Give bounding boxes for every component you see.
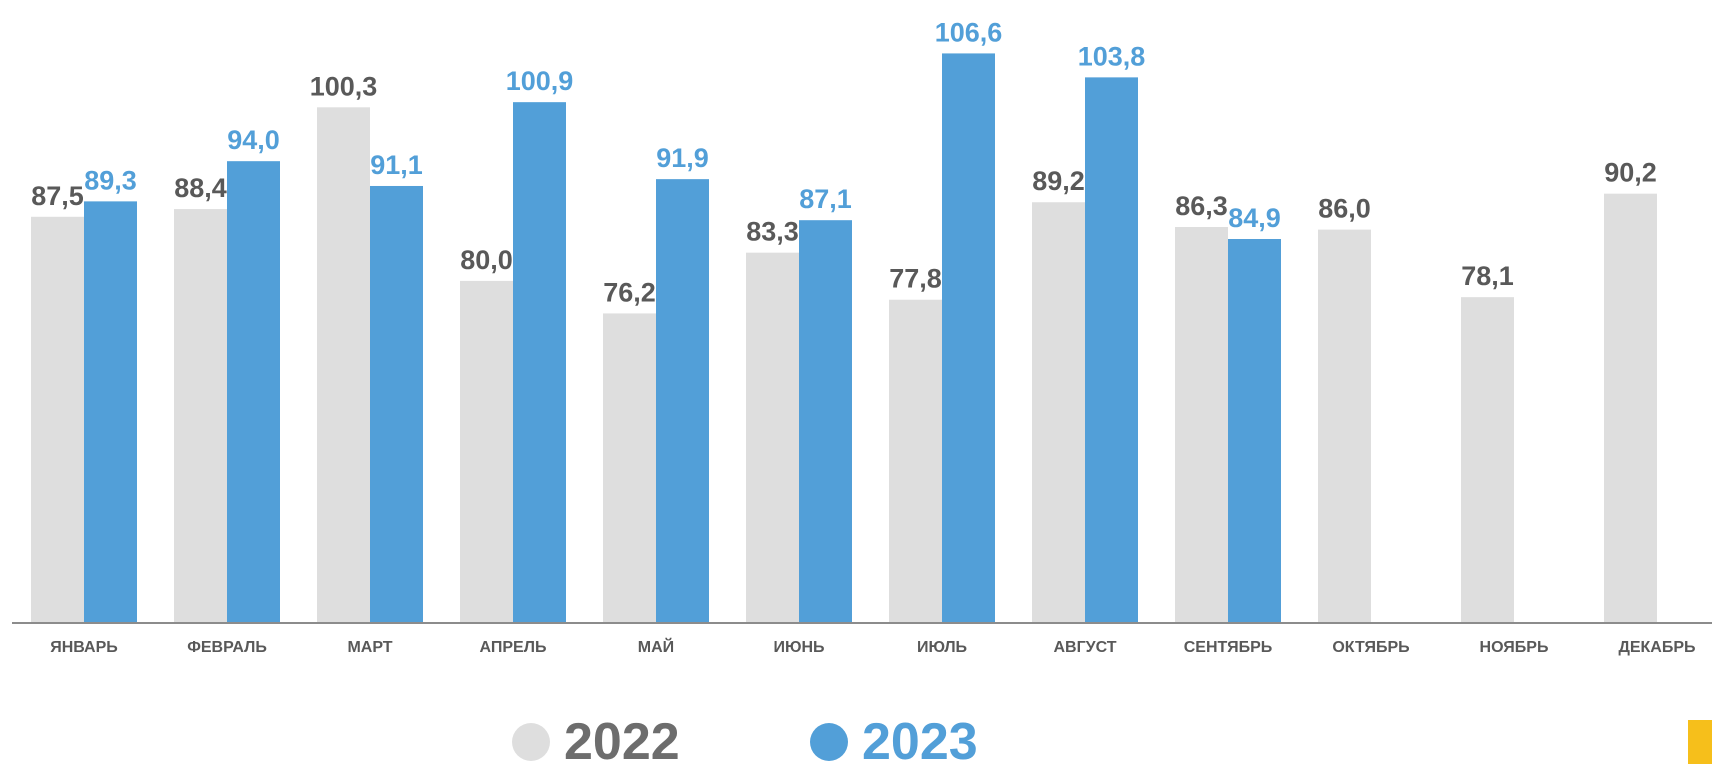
legend-2023: 2023 <box>810 712 978 772</box>
value-label-2022-2: 88,4 <box>174 173 227 203</box>
category-label-5: МАЙ <box>638 637 674 656</box>
category-label-11: НОЯБРЬ <box>1480 639 1549 656</box>
bar-2022-12 <box>1604 193 1657 623</box>
category-label-9: СЕНТЯБРЬ <box>1184 639 1273 656</box>
value-label-2022-4: 80,0 <box>460 245 513 275</box>
bar-chart: 87,589,3 88,494,0 100,3 91,1 80,0 100,9 76,2 91… <box>12 17 1712 656</box>
corner-accent-block <box>1688 720 1712 764</box>
legend-2022-label: 2022 <box>564 713 680 771</box>
bar-2022-10 <box>1318 229 1371 623</box>
bar-2022-3 <box>317 107 370 624</box>
bar-2023-6 <box>799 220 852 623</box>
value-label-2023-6: 87,1 <box>799 184 852 214</box>
value-labels-group: 87,589,3 88,494,0 100,3 91,1 80,0 100,9 76,2 91… <box>31 17 1657 307</box>
value-label-2022-11: 78,1 <box>1461 261 1514 291</box>
value-label-2023-8: 103,8 <box>1078 41 1146 71</box>
bar-2023-3 <box>370 185 423 623</box>
category-label-7: ИЮЛЬ <box>917 639 967 656</box>
category-label-3: МАРТ <box>347 639 392 656</box>
bar-2022-4 <box>460 280 513 623</box>
value-label-2022-7: 77,8 <box>889 264 942 294</box>
bar-2023-2 <box>227 161 280 623</box>
bar-2022-2 <box>174 209 227 623</box>
category-label-10: ОКТЯБРЬ <box>1332 639 1409 656</box>
value-label-2023-1: 89,3 <box>84 165 137 195</box>
bar-2022-9 <box>1175 227 1228 623</box>
bar-2022-7 <box>889 299 942 623</box>
bar-2023-5 <box>656 179 709 624</box>
value-label-2022-1: 87,5 <box>31 181 84 211</box>
bar-2022-5 <box>603 313 656 623</box>
category-label-4: АПРЕЛЬ <box>480 639 547 656</box>
legend-2023-marker <box>810 723 848 761</box>
bars-group <box>31 53 1657 624</box>
category-label-12: ДЕКАБРЬ <box>1618 639 1695 656</box>
bar-2023-8 <box>1085 77 1138 623</box>
value-label-2023-3: 91,1 <box>370 150 423 180</box>
value-label-2023-9: 84,9 <box>1228 203 1281 233</box>
bar-2022-1 <box>31 216 84 623</box>
value-label-2023-4: 100,9 <box>506 66 574 96</box>
value-label-2023-2: 94,0 <box>227 125 280 155</box>
value-label-2022-9: 86,3 <box>1175 191 1228 221</box>
legend-2022-marker <box>512 723 550 761</box>
bar-2023-7 <box>942 53 995 623</box>
bar-2022-11 <box>1461 297 1514 623</box>
value-label-2022-10: 86,0 <box>1318 194 1371 224</box>
legend-2023-label: 2023 <box>862 713 978 771</box>
category-label-1: ЯНВАРЬ <box>50 639 118 656</box>
category-label-2: ФЕВРАЛЬ <box>187 639 267 656</box>
bar-2023-4 <box>513 102 566 624</box>
value-label-2022-5: 76,2 <box>603 277 656 307</box>
category-label-6: ИЮНЬ <box>773 639 824 656</box>
bar-2022-8 <box>1032 202 1085 623</box>
value-label-2023-5: 91,9 <box>656 143 709 173</box>
value-label-2022-8: 89,2 <box>1032 166 1085 196</box>
value-label-2022-3: 100,3 <box>310 71 378 101</box>
value-label-2022-12: 90,2 <box>1604 158 1657 188</box>
legend-2022: 2022 <box>512 712 680 772</box>
bar-2023-1 <box>84 201 137 623</box>
category-labels-group: ЯНВАРЬ ФЕВРАЛЬ МАРТ АПРЕЛЬ МАЙ ИЮНЬ ИЮЛЬ АВГУСТ… <box>50 637 1695 656</box>
value-label-2023-7: 106,6 <box>935 17 1003 47</box>
bar-2022-6 <box>746 252 799 624</box>
value-label-2022-6: 83,3 <box>746 217 799 247</box>
category-label-8: АВГУСТ <box>1053 639 1116 656</box>
bar-2023-9 <box>1228 239 1281 624</box>
